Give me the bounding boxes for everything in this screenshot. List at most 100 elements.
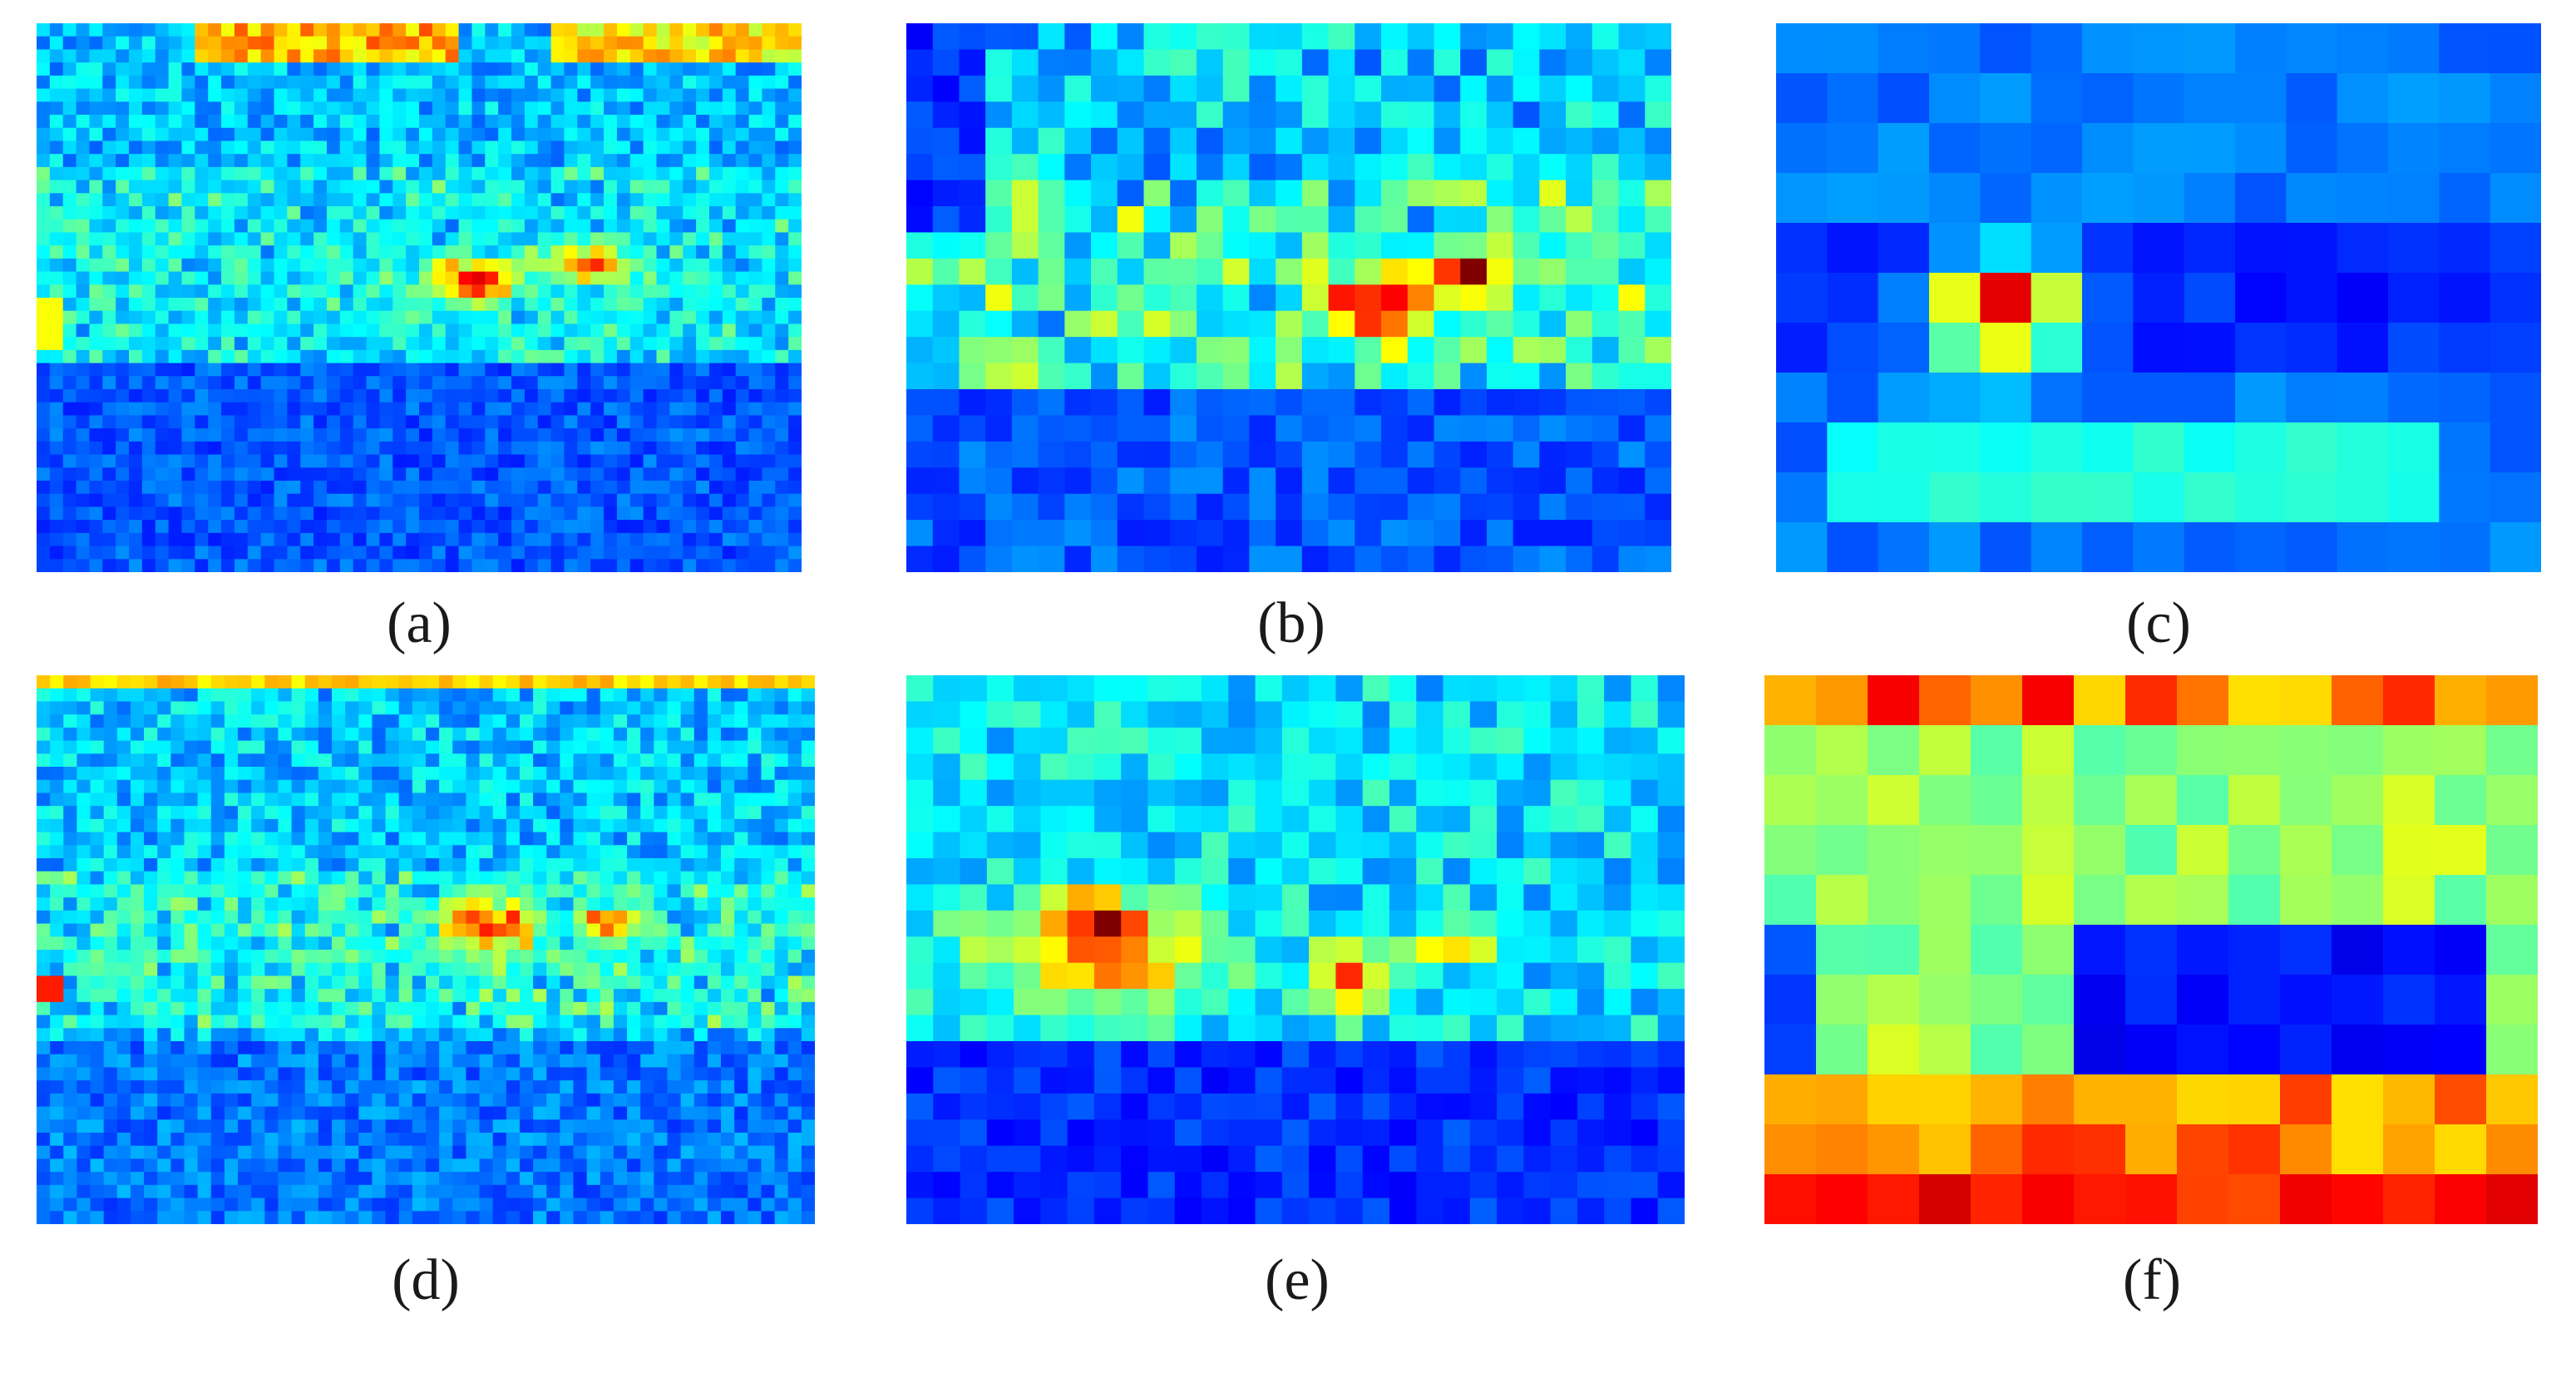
heatmap-cell xyxy=(197,818,212,833)
heatmap-cell xyxy=(932,101,960,129)
heatmap-cell xyxy=(787,701,802,715)
heatmap-cell xyxy=(62,62,77,77)
heatmap-cell xyxy=(550,454,565,468)
heatmap-cell xyxy=(1566,363,1593,390)
heatmap-cell xyxy=(419,258,433,273)
heatmap-cell xyxy=(604,337,618,351)
heatmap-cell xyxy=(762,520,776,534)
heatmap-cell xyxy=(458,454,473,468)
heatmap-cell xyxy=(590,532,605,547)
heatmap-cell xyxy=(1011,284,1039,312)
heatmap-cell xyxy=(247,323,262,338)
heatmap-cell xyxy=(129,493,143,508)
heatmap-cell xyxy=(339,166,354,181)
heatmap-cell xyxy=(1513,310,1540,338)
heatmap-cell xyxy=(629,493,644,508)
heatmap-cell xyxy=(129,141,143,155)
heatmap-cell xyxy=(533,936,547,951)
heatmap-cell xyxy=(577,493,591,508)
heatmap-cell xyxy=(197,753,212,768)
heatmap-cell xyxy=(129,232,143,246)
heatmap-cell xyxy=(103,832,118,846)
heatmap-cell xyxy=(466,1028,481,1042)
heatmap-cell xyxy=(604,323,618,338)
heatmap-cell xyxy=(76,349,91,364)
heatmap-cell xyxy=(195,154,209,168)
heatmap-cell xyxy=(735,284,750,299)
heatmap-cell xyxy=(640,740,654,754)
heatmap-cell xyxy=(1776,23,1828,74)
heatmap-cell xyxy=(600,806,614,820)
heatmap-cell xyxy=(577,337,591,351)
heatmap-cell xyxy=(37,193,51,207)
heatmap-cell xyxy=(197,910,212,925)
heatmap-cell xyxy=(546,1067,560,1081)
heatmap-cell xyxy=(247,506,262,521)
heatmap-cell xyxy=(406,101,420,116)
heatmap-cell xyxy=(546,910,560,925)
heatmap-cell xyxy=(130,675,145,689)
heatmap-cell xyxy=(184,871,199,886)
heatmap-cell xyxy=(600,675,614,689)
heatmap-cell xyxy=(168,546,183,560)
heatmap-cell xyxy=(1591,546,1620,572)
heatmap-cell xyxy=(291,936,306,951)
heatmap-cell xyxy=(144,936,158,951)
heatmap-cell xyxy=(656,415,670,429)
heatmap-cell xyxy=(640,1015,654,1029)
heatmap-cell xyxy=(238,1015,252,1029)
heatmap-cell xyxy=(1276,284,1303,312)
heatmap-cell xyxy=(1566,258,1593,285)
heatmap-cell xyxy=(76,363,91,377)
heatmap-cell xyxy=(76,232,91,246)
heatmap-cell xyxy=(345,923,359,937)
heatmap-cell xyxy=(1513,415,1540,442)
heatmap-cell xyxy=(379,454,393,468)
heatmap-cell xyxy=(616,23,631,37)
heatmap-cell xyxy=(735,363,750,377)
heatmap-cell xyxy=(1117,467,1145,495)
heatmap-cell xyxy=(1776,173,1828,224)
heatmap-cell xyxy=(358,936,373,951)
heatmap-cell xyxy=(318,845,333,859)
heatmap-cell xyxy=(1618,23,1646,51)
heatmap-cell xyxy=(247,115,262,129)
heatmap-cell xyxy=(629,481,644,495)
heatmap-cell xyxy=(564,441,578,456)
heatmap-cell xyxy=(479,779,494,794)
heatmap-cell xyxy=(1539,415,1567,442)
heatmap-cell xyxy=(485,127,499,142)
heatmap-cell xyxy=(452,962,467,977)
heatmap-cell xyxy=(1301,232,1330,259)
heatmap-cell xyxy=(102,349,116,364)
heatmap-cell xyxy=(471,415,486,429)
heatmap-cell xyxy=(90,989,105,1003)
heatmap-cell xyxy=(466,1001,481,1016)
heatmap-cell xyxy=(1117,363,1145,390)
heatmap-cell xyxy=(426,989,440,1003)
heatmap-cell xyxy=(669,428,683,442)
heatmap-cell xyxy=(406,75,420,90)
heatmap-cell xyxy=(774,897,789,911)
heatmap-cell xyxy=(1328,258,1355,285)
heatmap-cell xyxy=(560,871,575,886)
heatmap-cell xyxy=(221,310,235,325)
heatmap-cell xyxy=(274,284,288,299)
heatmap-cell xyxy=(1117,441,1145,468)
heatmap-cell xyxy=(353,193,368,207)
heatmap-cell xyxy=(103,1054,118,1069)
heatmap-cell xyxy=(1486,389,1514,417)
heatmap-cell xyxy=(274,23,288,37)
heatmap-cell xyxy=(353,323,368,338)
heatmap-cell xyxy=(985,493,1013,521)
heatmap-cell xyxy=(1513,127,1540,155)
heatmap-cell xyxy=(129,154,143,168)
heatmap-cell xyxy=(2388,422,2440,473)
heatmap-cell xyxy=(471,402,486,417)
heatmap-cell xyxy=(208,101,222,116)
heatmap-cell xyxy=(358,1015,373,1029)
heatmap-cell xyxy=(2286,273,2338,323)
heatmap-cell xyxy=(208,415,222,429)
heatmap-cell xyxy=(680,884,695,898)
heatmap-cell xyxy=(735,245,750,259)
